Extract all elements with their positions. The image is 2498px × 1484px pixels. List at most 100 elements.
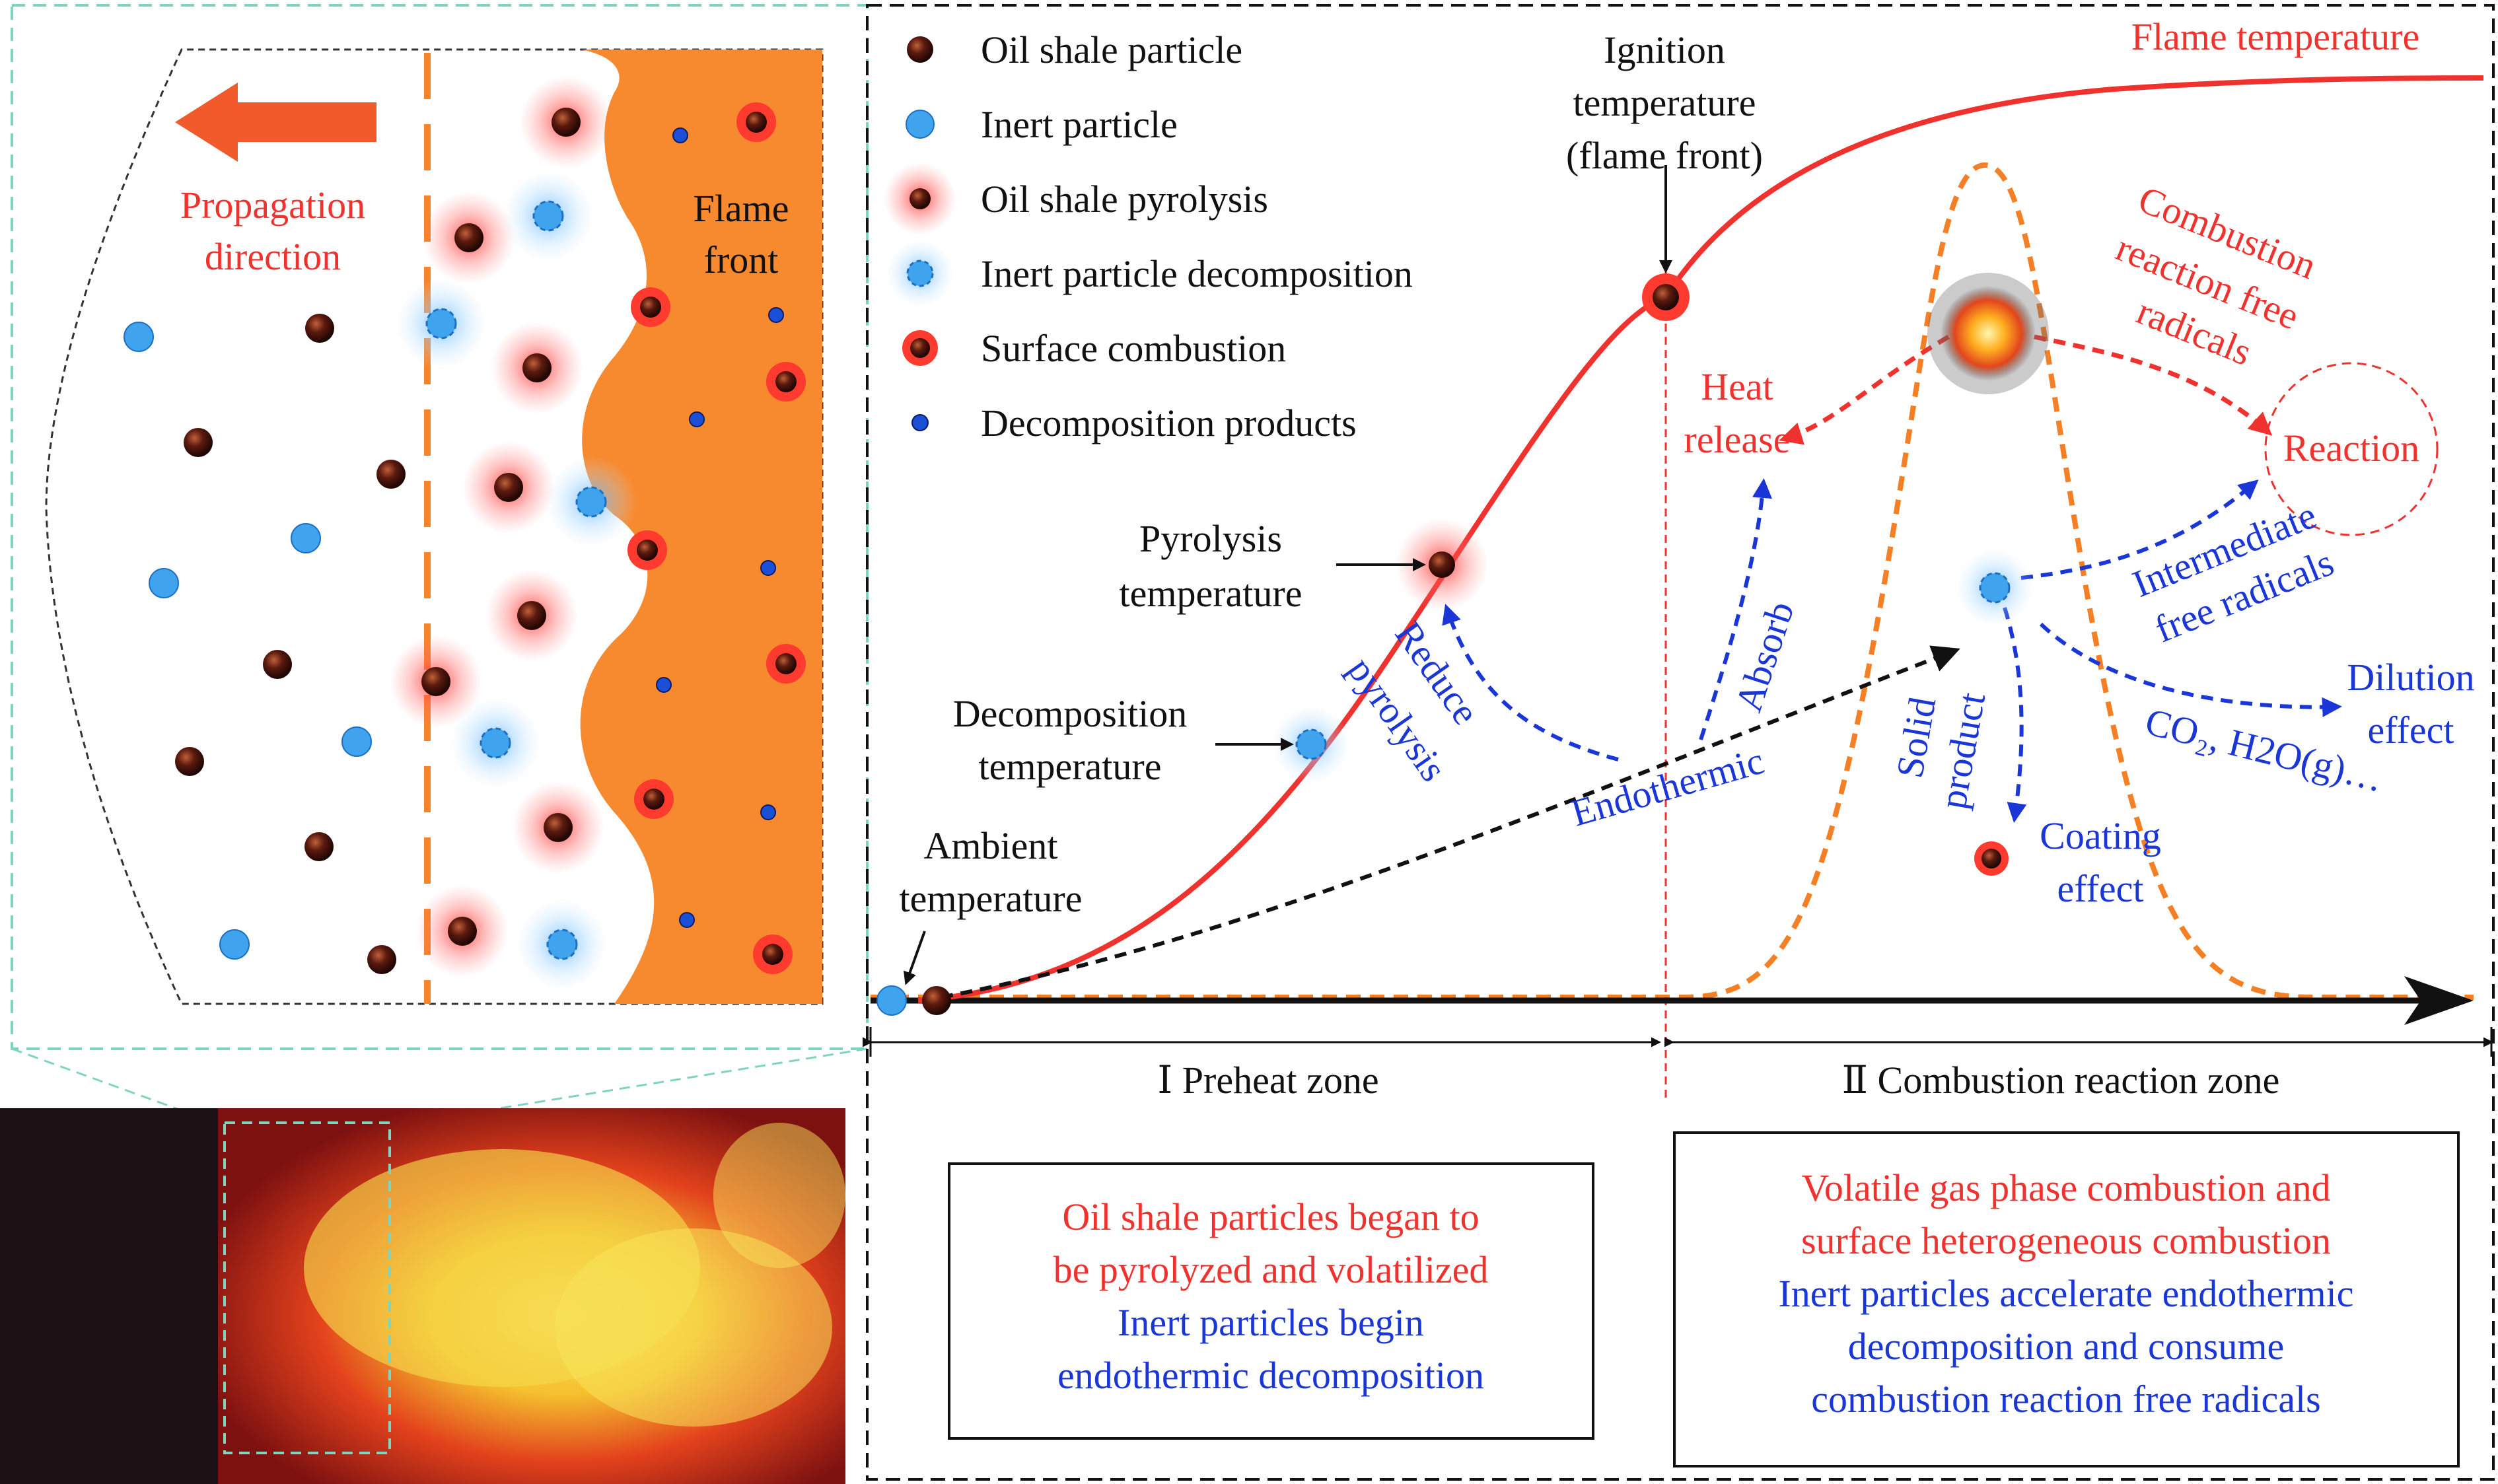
pyrolysis-particle bbox=[517, 601, 546, 630]
decomposition-product bbox=[760, 560, 776, 576]
legend-decomposition-products-icon bbox=[911, 414, 929, 431]
coating-label-1: Coating bbox=[2040, 814, 2161, 857]
oil-particle bbox=[263, 650, 292, 679]
propagation-label-2: direction bbox=[205, 235, 341, 278]
decomposition-particle bbox=[575, 486, 607, 518]
preheat-box-blue-1: Inert particles begin bbox=[1118, 1301, 1424, 1344]
inert-particle bbox=[341, 726, 372, 757]
absorb-arrow bbox=[1699, 478, 1772, 740]
zoom-line-left bbox=[11, 1047, 225, 1127]
left-particles bbox=[124, 76, 806, 991]
pyrolysis-particle bbox=[454, 223, 483, 252]
decomposition-product bbox=[656, 677, 672, 693]
heat-release-arrow bbox=[1779, 334, 1950, 445]
propagation-label-1: Propagation bbox=[180, 184, 365, 227]
pyrolysis-particle bbox=[522, 353, 552, 382]
surface-combustion-particle bbox=[640, 297, 661, 318]
legend-inert-particle-icon bbox=[906, 110, 935, 139]
legend-oil-particle-label: Oil shale particle bbox=[981, 28, 1242, 71]
preheat-zone-label: Ⅰ Preheat zone bbox=[1157, 1059, 1378, 1102]
pyrolysis-label-2: temperature bbox=[1120, 572, 1303, 615]
decomposition-product bbox=[672, 127, 688, 143]
dilution-label-1: Dilution bbox=[2347, 656, 2474, 699]
surface-combustion-particle bbox=[637, 540, 658, 561]
combustion-box-red-2: surface heterogeneous combustion bbox=[1801, 1219, 2331, 1262]
combustion-box-blue-2: decomposition and consume bbox=[1848, 1325, 2284, 1368]
oil-particle bbox=[305, 314, 334, 343]
surface-combustion-particle bbox=[762, 944, 783, 965]
ignition-label-2: temperature bbox=[1573, 81, 1756, 124]
legend-decomposition-label: Inert particle decomposition bbox=[981, 252, 1413, 295]
oil-particle bbox=[376, 460, 406, 489]
combustion-box-blue-1: Inert particles accelerate endothermic bbox=[1778, 1272, 2353, 1315]
decomposition-particle bbox=[546, 929, 578, 960]
decomposition-product bbox=[760, 804, 776, 820]
pyrolysis-particle bbox=[1429, 551, 1455, 578]
surface-combustion-particle bbox=[643, 789, 664, 810]
preheat-box-blue-2: endothermic decomposition bbox=[1057, 1354, 1484, 1397]
fireball-icon bbox=[1941, 286, 2036, 381]
oil-particle bbox=[175, 747, 204, 776]
oil-particle bbox=[304, 832, 334, 861]
pyrolysis-particle bbox=[552, 108, 581, 137]
reaction-circle bbox=[2264, 362, 2439, 536]
heat-label-2: release bbox=[1684, 418, 1791, 461]
surface-combustion-particle bbox=[775, 371, 797, 392]
flame-front-label-2: front bbox=[704, 238, 779, 281]
decomposition-particle bbox=[425, 308, 457, 339]
legend-surface-combustion-label: Surface combustion bbox=[981, 327, 1286, 370]
dilution-label-2: effect bbox=[2368, 709, 2454, 752]
decomposition-particle bbox=[1295, 728, 1327, 760]
flame-photo bbox=[0, 1108, 845, 1484]
intermediate-radicals-arrow bbox=[2020, 479, 2259, 580]
oil-particle bbox=[184, 428, 213, 457]
left-panel bbox=[11, 4, 869, 1127]
legend-oil-particle-icon bbox=[907, 36, 933, 63]
inert-particle bbox=[149, 568, 179, 598]
peak-inert-particle bbox=[1979, 572, 2011, 604]
ignition-label-3: (flame front) bbox=[1566, 134, 1763, 177]
absorb-label: Absorb bbox=[1727, 596, 1802, 717]
pyrolysis-particle bbox=[421, 667, 450, 696]
preheat-box bbox=[948, 1162, 1594, 1440]
combustion-box bbox=[1673, 1131, 2460, 1467]
decomposition-product bbox=[689, 411, 705, 427]
surface-combustion-particle bbox=[775, 653, 797, 674]
heat-label-1: Heat bbox=[1701, 365, 1773, 408]
legend-pyrolysis-icon bbox=[910, 188, 931, 209]
ignition-label-1: Ignition bbox=[1604, 28, 1725, 71]
flame-temperature-label: Flame temperature bbox=[2131, 15, 2419, 58]
decomposition-product bbox=[679, 912, 695, 928]
flame-region bbox=[580, 50, 822, 1004]
legend-pyrolysis-label: Oil shale pyrolysis bbox=[981, 178, 1268, 221]
pyrolysis-particle bbox=[494, 473, 523, 502]
oil-particle bbox=[367, 945, 396, 974]
legend-surface-combustion-icon bbox=[910, 338, 930, 358]
propagation-arrow bbox=[175, 83, 376, 162]
reaction-label: Reaction bbox=[2283, 427, 2419, 470]
solid-product-particle bbox=[1981, 849, 2001, 868]
pyrolysis-label-1: Pyrolysis bbox=[1139, 517, 1282, 560]
flame-front-label-1: Flame bbox=[694, 187, 789, 230]
dilution-arrow bbox=[2039, 622, 2342, 717]
legend-decomposition-products-label: Decomposition products bbox=[981, 402, 1357, 444]
legend-decomposition-icon bbox=[906, 260, 934, 287]
decomposition-product bbox=[768, 307, 784, 323]
inert-particle bbox=[291, 523, 321, 553]
coating-arrow bbox=[2003, 607, 2027, 823]
ambient-label-1: Ambient bbox=[924, 824, 1058, 867]
ignition-particle bbox=[1653, 284, 1679, 310]
ambient-oil-particle bbox=[922, 986, 951, 1015]
ambient-pointer bbox=[903, 931, 926, 985]
preheat-box-red-2: be pyrolyzed and volatilized bbox=[1053, 1248, 1489, 1291]
combustion-box-blue-3: combustion reaction free radicals bbox=[1811, 1378, 2320, 1421]
ambient-inert-particle bbox=[876, 985, 907, 1016]
inert-particle bbox=[219, 929, 250, 960]
decomposition-label-1: Decomposition bbox=[953, 692, 1187, 735]
reaction-arrow bbox=[2034, 334, 2273, 436]
coating-label-2: effect bbox=[2057, 867, 2144, 910]
decomposition-label-2: temperature bbox=[979, 745, 1162, 788]
pyrolysis-particle bbox=[448, 917, 477, 946]
surface-combustion-particle bbox=[746, 112, 767, 133]
